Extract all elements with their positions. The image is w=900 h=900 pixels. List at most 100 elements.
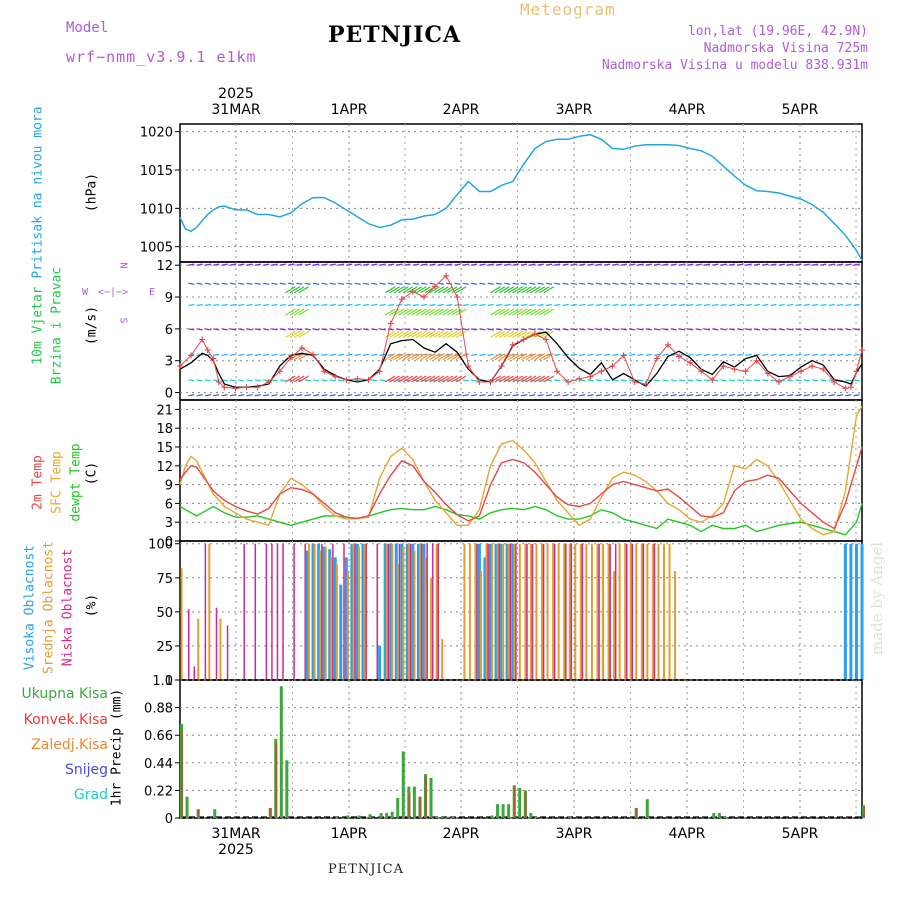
gust-arrow: [525, 286, 537, 294]
gust-marker: [215, 378, 222, 385]
wind-arrow: [254, 328, 261, 331]
precip-panel: 0 0.22 0.44 0.66 0.88 1.1: [144, 674, 865, 827]
gust-arrow: [512, 375, 523, 383]
gust-marker: [859, 347, 865, 354]
precip-total-bar: [507, 804, 511, 818]
wind-arrow: [811, 263, 819, 266]
temperature-panel: 0 3 6 9 12 15 18 21: [156, 399, 863, 550]
dewpoint-line: [179, 503, 863, 536]
gust-arrow: [429, 286, 440, 294]
wind-arrow: [196, 394, 203, 397]
wind-arrow: [321, 394, 328, 397]
wind-arrow: [662, 353, 669, 357]
gust-arrow: [389, 375, 400, 383]
wind-panel: 0 3 6 9 12: [156, 259, 865, 402]
top-year-label: 2025: [218, 86, 254, 102]
gust-arrow: [494, 308, 506, 316]
wind-arrow: [446, 328, 453, 331]
wind-arrow: [604, 353, 611, 357]
wind-arrow: [811, 353, 819, 357]
gust-arrow: [393, 286, 405, 294]
wind-arrow: [504, 282, 511, 285]
wind-arrow: [828, 328, 835, 331]
wind-arrow: [454, 303, 461, 307]
wind-arrow: [595, 394, 602, 397]
wind-arrow: [246, 353, 253, 357]
wind-arrow: [545, 328, 553, 331]
gust-arrow: [285, 308, 296, 316]
wind-arrow: [437, 263, 444, 266]
wind-arrow: [537, 263, 544, 266]
precip-total-bar: [285, 760, 289, 818]
wind-arrow: [695, 282, 702, 285]
gust-arrow: [407, 308, 418, 316]
wind-arrow: [753, 328, 760, 331]
wind-arrow: [337, 263, 345, 266]
wind-arrow: [512, 263, 519, 266]
wind-arrow: [246, 282, 253, 285]
wind-arrow: [662, 282, 669, 285]
wind-arrow: [371, 394, 378, 397]
wind-arrow: [446, 263, 453, 266]
precip-total-bar: [396, 797, 400, 818]
wind-arrow: [371, 263, 378, 266]
wind-arrow: [645, 328, 652, 331]
wind-arrow: [304, 379, 311, 382]
gust-marker: [798, 368, 805, 375]
wind-arrow: [845, 263, 852, 266]
wind-arrow: [562, 303, 569, 307]
wind-arrow: [246, 303, 253, 307]
wind-arrow: [495, 328, 503, 331]
gust-arrow: [420, 308, 431, 316]
gust-arrow: [490, 330, 501, 338]
gust-marker: [631, 378, 638, 385]
top-day-label: 4APR: [669, 102, 706, 118]
wind-arrow: [620, 282, 627, 285]
wind-arrow: [678, 263, 686, 266]
wind-arrow: [853, 263, 860, 266]
wind-arrow: [662, 303, 669, 307]
wind-arrow: [753, 303, 760, 307]
gust-arrow: [512, 286, 523, 294]
precip-conv-bar: [269, 807, 272, 818]
wind-arrow: [737, 353, 744, 357]
wind-arrow: [487, 303, 494, 307]
wind-arrow: [254, 303, 261, 307]
wind-arrow: [828, 394, 835, 397]
gust-arrow: [507, 286, 519, 294]
wind-arrow: [687, 353, 694, 357]
wind-arrow: [853, 303, 860, 307]
wind-arrow: [479, 328, 486, 331]
gust-marker: [243, 384, 250, 391]
precip-conv-bar: [424, 775, 427, 818]
gust-arrow: [293, 330, 305, 338]
gust-arrow: [451, 286, 462, 294]
gust-arrow: [446, 375, 458, 383]
wind-arrow: [454, 394, 461, 397]
wind-arrow: [329, 379, 336, 382]
gust-marker: [587, 373, 594, 380]
wind-arrow: [346, 282, 353, 285]
wind-arrow: [437, 328, 444, 331]
gust-arrow: [455, 375, 467, 383]
wind-arrow: [787, 303, 794, 307]
wind-arrow: [529, 303, 536, 307]
wind-arrow: [579, 263, 586, 266]
wind-arrow: [720, 263, 727, 266]
wind-arrow: [487, 263, 494, 266]
gust-arrow: [411, 375, 423, 383]
wind-arrow: [770, 379, 777, 382]
wind-arrow: [554, 303, 561, 307]
gust-arrow: [538, 375, 550, 383]
y-tick-label: 0: [165, 812, 173, 827]
gust-marker: [664, 341, 671, 348]
wind-arrow: [712, 353, 719, 357]
wind-arrow: [371, 379, 378, 382]
gust-arrow: [293, 353, 305, 361]
wind-arrow: [229, 353, 237, 357]
bottom-day-label: 4APR: [669, 826, 706, 842]
wind-arrow: [396, 282, 403, 285]
page-title: PETNJICA: [328, 22, 462, 48]
gust-arrow: [438, 330, 449, 338]
wind-arrow: [645, 282, 652, 285]
